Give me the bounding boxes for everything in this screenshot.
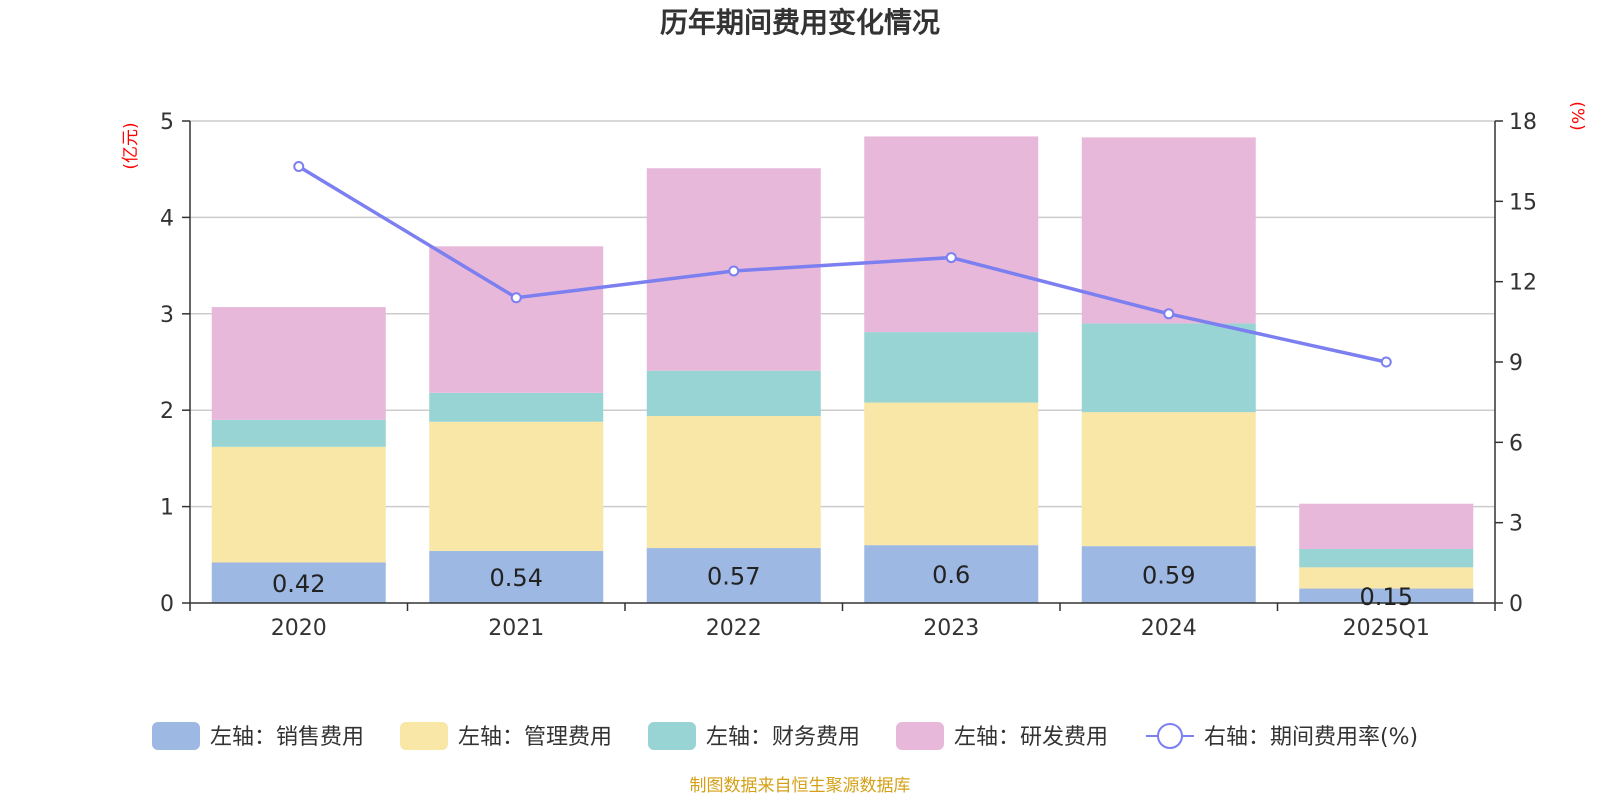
bar-segment bbox=[1081, 323, 1256, 413]
source-note: 制图数据来自恒生聚源数据库 bbox=[690, 776, 911, 796]
bar-segment bbox=[864, 545, 1039, 603]
legend-label: 左轴：销售费用 bbox=[210, 725, 364, 750]
x-tick-label: 2024 bbox=[1141, 616, 1197, 641]
y-left-tick-label: 0 bbox=[160, 592, 174, 617]
y-left-tick-label: 4 bbox=[160, 206, 174, 231]
legend-label: 右轴：期间费用率(%) bbox=[1204, 725, 1418, 750]
y-left-tick-label: 1 bbox=[160, 496, 174, 521]
legend-swatch bbox=[648, 722, 696, 750]
y-right-tick-label: 0 bbox=[1509, 592, 1523, 617]
x-tick-label: 2022 bbox=[706, 616, 762, 641]
bar-segment bbox=[864, 402, 1039, 546]
x-tick-label: 2023 bbox=[923, 616, 979, 641]
y-right-tick-label: 18 bbox=[1509, 110, 1537, 135]
y-right-tick-label: 15 bbox=[1509, 190, 1537, 215]
rate-line bbox=[293, 161, 1392, 368]
bar-segment bbox=[429, 550, 604, 603]
bar-segment bbox=[1081, 546, 1256, 603]
bar-segment bbox=[864, 136, 1039, 333]
rate-point bbox=[1163, 308, 1175, 320]
rate-point bbox=[293, 161, 305, 173]
y-left-tick-label: 5 bbox=[160, 110, 174, 135]
chart-title: 历年期间费用变化情况 bbox=[660, 6, 940, 39]
rate-point bbox=[1380, 356, 1392, 368]
x-tick-label: 2020 bbox=[271, 616, 327, 641]
bar-segment bbox=[211, 446, 386, 563]
y-right-tick-label: 9 bbox=[1509, 351, 1523, 376]
legend-circle-marker bbox=[1157, 723, 1183, 749]
bar-segment bbox=[1081, 137, 1256, 324]
bar-segment bbox=[646, 415, 821, 549]
bar-segment bbox=[429, 392, 604, 422]
y-right-tick-label: 3 bbox=[1509, 512, 1523, 537]
bar-segment bbox=[429, 421, 604, 551]
legend-label: 左轴：管理费用 bbox=[458, 725, 612, 750]
x-tick-label: 2025Q1 bbox=[1343, 616, 1430, 641]
y-right-unit: (%) bbox=[1567, 101, 1587, 130]
rate-line-path bbox=[297, 165, 1387, 364]
y-right-tick-label: 6 bbox=[1509, 431, 1523, 456]
bar-segment bbox=[646, 548, 821, 603]
bar-segment bbox=[1299, 549, 1474, 568]
bar-segment bbox=[429, 246, 604, 393]
bar-segment bbox=[211, 562, 386, 603]
data-label: 0.59 bbox=[1142, 562, 1195, 590]
legend-label: 左轴：研发费用 bbox=[954, 725, 1108, 750]
legend: 左轴：销售费用 左轴：管理费用 左轴：财务费用 左轴：研发费用 右轴：期间费用率(%) bbox=[152, 722, 1418, 750]
bar-segment bbox=[1299, 588, 1474, 603]
rate-point bbox=[945, 252, 957, 264]
bar-segment bbox=[1299, 503, 1474, 550]
data-labels: 0.42 0.54 0.57 0.6 0.59 0.15 bbox=[272, 561, 1413, 611]
rate-point bbox=[728, 265, 740, 277]
y-left-unit: (亿元) bbox=[121, 122, 141, 169]
y-left-tick-label: 2 bbox=[160, 399, 174, 424]
legend-label: 左轴：财务费用 bbox=[706, 725, 860, 750]
legend-swatch bbox=[400, 722, 448, 750]
bar-segment bbox=[646, 370, 821, 416]
bar-segment bbox=[1081, 412, 1256, 547]
data-label: 0.42 bbox=[272, 570, 325, 598]
legend-swatch bbox=[896, 722, 944, 750]
grid bbox=[190, 120, 1495, 508]
rate-point bbox=[510, 292, 522, 304]
data-label: 0.6 bbox=[932, 561, 970, 589]
bar-segment bbox=[211, 419, 386, 447]
bar-segment bbox=[864, 332, 1039, 403]
bar-segment bbox=[1299, 567, 1474, 589]
bar-segment bbox=[211, 307, 386, 420]
legend-swatch bbox=[152, 722, 200, 750]
data-label: 0.15 bbox=[1360, 583, 1413, 611]
x-tick-label: 2021 bbox=[488, 616, 544, 641]
bars bbox=[211, 136, 1474, 603]
data-label: 0.54 bbox=[490, 564, 543, 592]
data-label: 0.57 bbox=[707, 563, 760, 591]
y-left-tick-label: 3 bbox=[160, 303, 174, 328]
y-right-tick-label: 12 bbox=[1509, 271, 1537, 296]
